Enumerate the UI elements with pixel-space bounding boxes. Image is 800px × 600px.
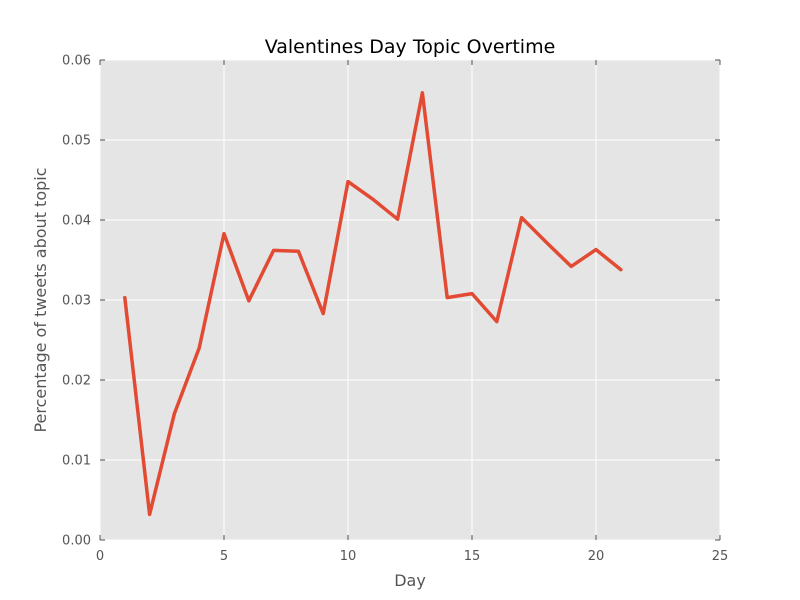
x-tick-label: 20 <box>588 549 605 564</box>
y-tick-label: 0.05 <box>62 134 91 149</box>
chart-title: Valentines Day Topic Overtime <box>265 36 556 58</box>
x-tick-label: 5 <box>220 549 228 564</box>
y-tick-label: 0.00 <box>62 534 91 549</box>
grid-lines <box>99 59 721 541</box>
x-tick-label: 0 <box>96 549 104 564</box>
y-tick-label: 0.01 <box>62 454 91 469</box>
x-tick-label: 10 <box>340 549 357 564</box>
x-tick-label: 15 <box>464 549 481 564</box>
y-tick-label: 0.02 <box>62 374 91 389</box>
x-tick-labels: 0 5 10 15 20 25 <box>96 549 728 564</box>
y-tick-label: 0.04 <box>62 214 91 229</box>
axis-ticks <box>99 59 721 541</box>
data-series <box>123 91 623 517</box>
x-tick-label: 25 <box>712 549 729 564</box>
y-tick-label: 0.03 <box>62 294 91 309</box>
x-axis-label: Day <box>394 571 426 590</box>
y-tick-label: 0.06 <box>62 54 91 69</box>
y-tick-labels: 0.00 0.01 0.02 0.03 0.04 0.05 0.06 <box>62 54 91 549</box>
y-axis-label: Percentage of tweets about topic <box>31 167 50 432</box>
